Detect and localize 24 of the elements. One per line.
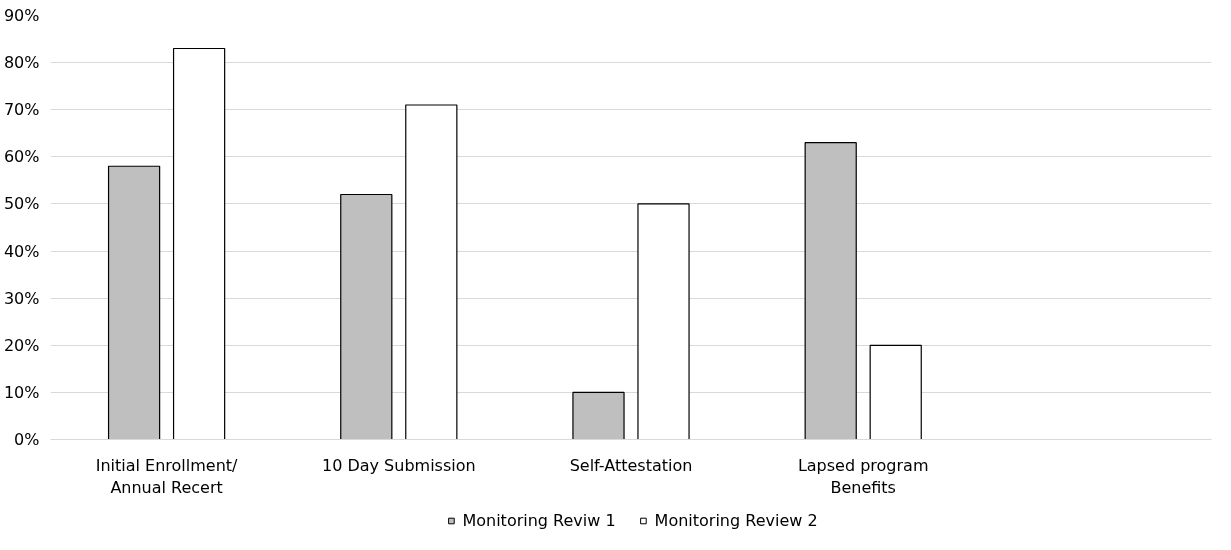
y-tick-label: 60% <box>3 147 40 167</box>
y-tick-label: 10% <box>3 382 40 402</box>
bar <box>637 203 690 440</box>
bar <box>172 47 226 440</box>
y-tick-label: 50% <box>3 194 40 214</box>
y-tick-label: 30% <box>3 288 40 308</box>
bar <box>572 391 625 440</box>
bar <box>405 104 458 440</box>
x-tick-label: 10 Day Submission <box>321 455 476 475</box>
bar <box>340 193 393 440</box>
y-tick-label: 90% <box>3 6 40 25</box>
y-tick-label: 80% <box>3 53 40 73</box>
x-tick-label: Initial Enrollment/ Annual Recert <box>95 455 239 498</box>
bar <box>869 344 922 440</box>
bar <box>804 142 857 440</box>
y-tick-label: 70% <box>3 100 40 120</box>
legend-label: Monitoring Review 2 <box>654 510 818 530</box>
y-tick-label: 40% <box>3 241 40 261</box>
y-tick-label: 20% <box>3 335 40 355</box>
x-tick-label: Self-Attestation <box>569 455 693 475</box>
y-tick-label: 0% <box>14 430 40 449</box>
legend-label: Monitoring Reviw 1 <box>462 510 616 530</box>
x-tick-label: Lapsed program Benefits <box>797 455 929 498</box>
bar <box>107 165 161 440</box>
